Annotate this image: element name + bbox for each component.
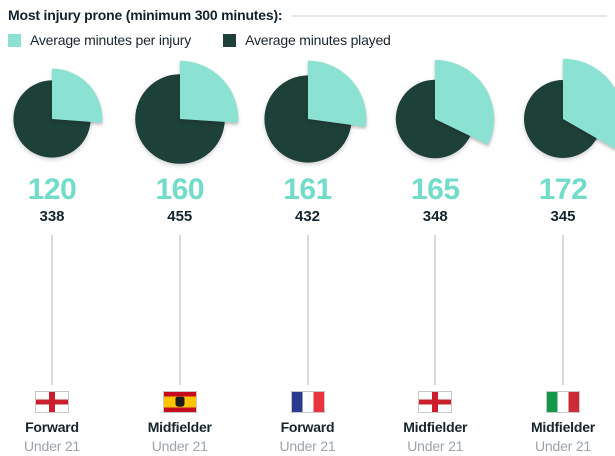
pie-slice-minutes-per-injury: [307, 60, 366, 127]
injury-swatch-icon: [8, 33, 21, 47]
pie-slice-minutes-per-injury: [435, 59, 495, 145]
player-column-4: 165 348 Midfielder Under 21: [383, 53, 495, 455]
legend-item-played: Average minutes played: [223, 32, 391, 48]
player-columns: 120 338 Forward Under 21 160 455 Midfiel…: [0, 53, 615, 455]
legend-label-played: Average minutes played: [245, 32, 391, 48]
age-group-label: Under 21: [24, 438, 80, 454]
pie-chart-player-2: [134, 60, 238, 164]
pie-chart-player-4: [396, 59, 495, 159]
played-swatch-icon: [223, 33, 237, 47]
header-divider-line: [292, 15, 607, 17]
avg-minutes-per-injury-value: 120: [27, 173, 77, 206]
england-flag-icon: [35, 391, 69, 413]
player-column-2: 160 455 Midfielder Under 21: [128, 53, 238, 455]
connector-line: [562, 235, 564, 385]
avg-minutes-per-injury-value: 165: [410, 173, 460, 206]
age-group-label: Under 21: [279, 438, 336, 454]
connector-line: [306, 235, 309, 385]
france-flag-icon: [290, 391, 325, 413]
chart-title: Most injury prone (minimum 300 minutes):: [8, 7, 283, 23]
position-label: Forward: [280, 419, 335, 435]
avg-minutes-played-value: 455: [167, 208, 193, 225]
pie-slice-minutes-per-injury: [179, 60, 238, 123]
connector-line: [434, 235, 437, 385]
legend-item-injury: Average minutes per injury: [8, 32, 191, 48]
age-group-label: Under 21: [535, 438, 591, 454]
player-column-3: 161 432 Forward Under 21: [256, 53, 366, 455]
pie-slice-minutes-per-injury: [52, 68, 103, 123]
england-flag-icon: [418, 391, 453, 413]
connector-line: [51, 235, 53, 385]
position-label: Forward: [25, 419, 79, 435]
legend-label-injury: Average minutes per injury: [30, 32, 192, 48]
player-column-1: 120 338 Forward Under 21: [0, 53, 104, 455]
chart-header: Most injury prone (minimum 300 minutes):: [0, 0, 615, 23]
italy-flag-icon: [546, 391, 580, 413]
age-group-label: Under 21: [151, 438, 208, 454]
avg-minutes-per-injury-value: 161: [283, 173, 332, 206]
connector-line: [178, 235, 181, 385]
avg-minutes-played-value: 348: [422, 208, 448, 225]
position-label: Midfielder: [530, 419, 596, 435]
avg-minutes-played-value: 432: [294, 208, 321, 225]
avg-minutes-played-value: 345: [550, 208, 576, 225]
pie-chart-player-5: [524, 58, 615, 158]
pie-chart-player-1: [13, 68, 103, 158]
avg-minutes-played-value: 338: [39, 208, 65, 225]
avg-minutes-per-injury-value: 160: [155, 173, 205, 206]
legend: Average minutes per injury Average minut…: [0, 23, 615, 48]
pie-chart-player-3: [263, 60, 366, 163]
avg-minutes-per-injury-value: 172: [538, 173, 588, 206]
position-label: Midfielder: [147, 419, 212, 435]
age-group-label: Under 21: [407, 438, 464, 454]
spain-flag-icon: [162, 391, 197, 413]
player-column-5: 172 345 Midfielder Under 21: [511, 53, 615, 455]
pie-slice-minutes-per-injury: [563, 58, 615, 149]
position-label: Midfielder: [403, 419, 468, 435]
